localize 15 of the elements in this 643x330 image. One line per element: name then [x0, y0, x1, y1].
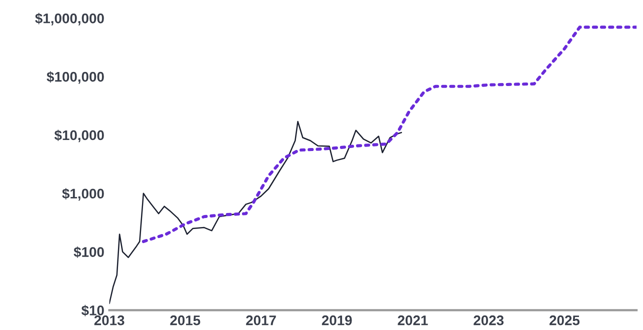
y-tick-label: $1,000,000 [35, 12, 104, 26]
x-tick-label: 2019 [322, 315, 352, 326]
x-tick-label: 2017 [246, 315, 276, 326]
y-tick-label: $10 [81, 304, 104, 316]
line-series [142, 26, 637, 244]
x-tick-label: 2025 [550, 315, 580, 326]
x-tick-label: 2013 [94, 315, 124, 326]
x-tick-label: 2021 [398, 315, 428, 326]
line-series [109, 120, 402, 304]
y-tick-label: $1,000 [62, 188, 104, 201]
x-tick-label: 2023 [474, 315, 504, 326]
y-tick-label: $100,000 [46, 71, 104, 84]
y-tick-label: $10,000 [54, 130, 104, 142]
y-tick-label: $100 [74, 246, 104, 258]
x-tick-label: 2015 [170, 315, 200, 326]
